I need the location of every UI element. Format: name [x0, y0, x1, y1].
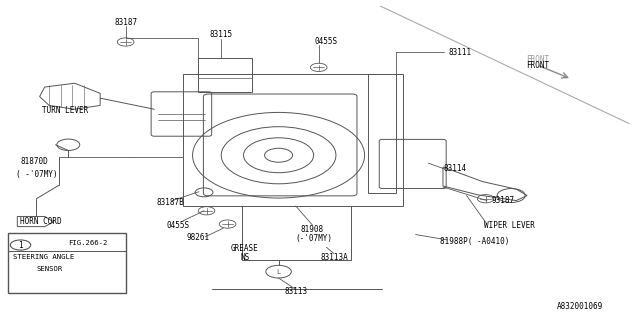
Text: 83187B: 83187B: [156, 198, 184, 207]
Text: 0455S: 0455S: [315, 36, 338, 45]
Text: 83114: 83114: [444, 164, 467, 173]
Text: SENSOR: SENSOR: [36, 267, 63, 272]
Text: 83115: 83115: [210, 30, 233, 39]
Text: 83113A: 83113A: [320, 253, 348, 262]
Text: NS: NS: [240, 253, 250, 262]
Text: 81908: 81908: [300, 225, 323, 234]
Text: 98261: 98261: [186, 233, 209, 242]
Text: 83187: 83187: [114, 18, 137, 27]
Text: FRONT: FRONT: [526, 61, 550, 70]
Text: WIPER LEVER: WIPER LEVER: [484, 221, 535, 230]
Text: 0455S: 0455S: [167, 220, 190, 229]
Text: 83111: 83111: [449, 48, 472, 57]
Text: STEERING ANGLE: STEERING ANGLE: [13, 254, 74, 260]
Text: 1: 1: [18, 241, 23, 250]
Text: HORN CORD: HORN CORD: [20, 217, 61, 226]
Text: FIG.266-2: FIG.266-2: [68, 240, 108, 246]
Text: A832001069: A832001069: [557, 302, 603, 311]
Text: 81988P( -A0410): 81988P( -A0410): [440, 237, 509, 246]
Text: ( -'07MY): ( -'07MY): [15, 170, 57, 179]
Text: GREASE: GREASE: [231, 244, 259, 253]
Text: 81870D: 81870D: [20, 157, 49, 166]
Text: (-'07MY): (-'07MY): [295, 234, 332, 243]
Text: 93187: 93187: [492, 196, 515, 205]
Text: TURN LEVER: TURN LEVER: [42, 106, 88, 115]
Text: FRONT: FRONT: [526, 55, 550, 64]
Text: 83113: 83113: [284, 287, 307, 296]
Text: L: L: [276, 269, 281, 275]
